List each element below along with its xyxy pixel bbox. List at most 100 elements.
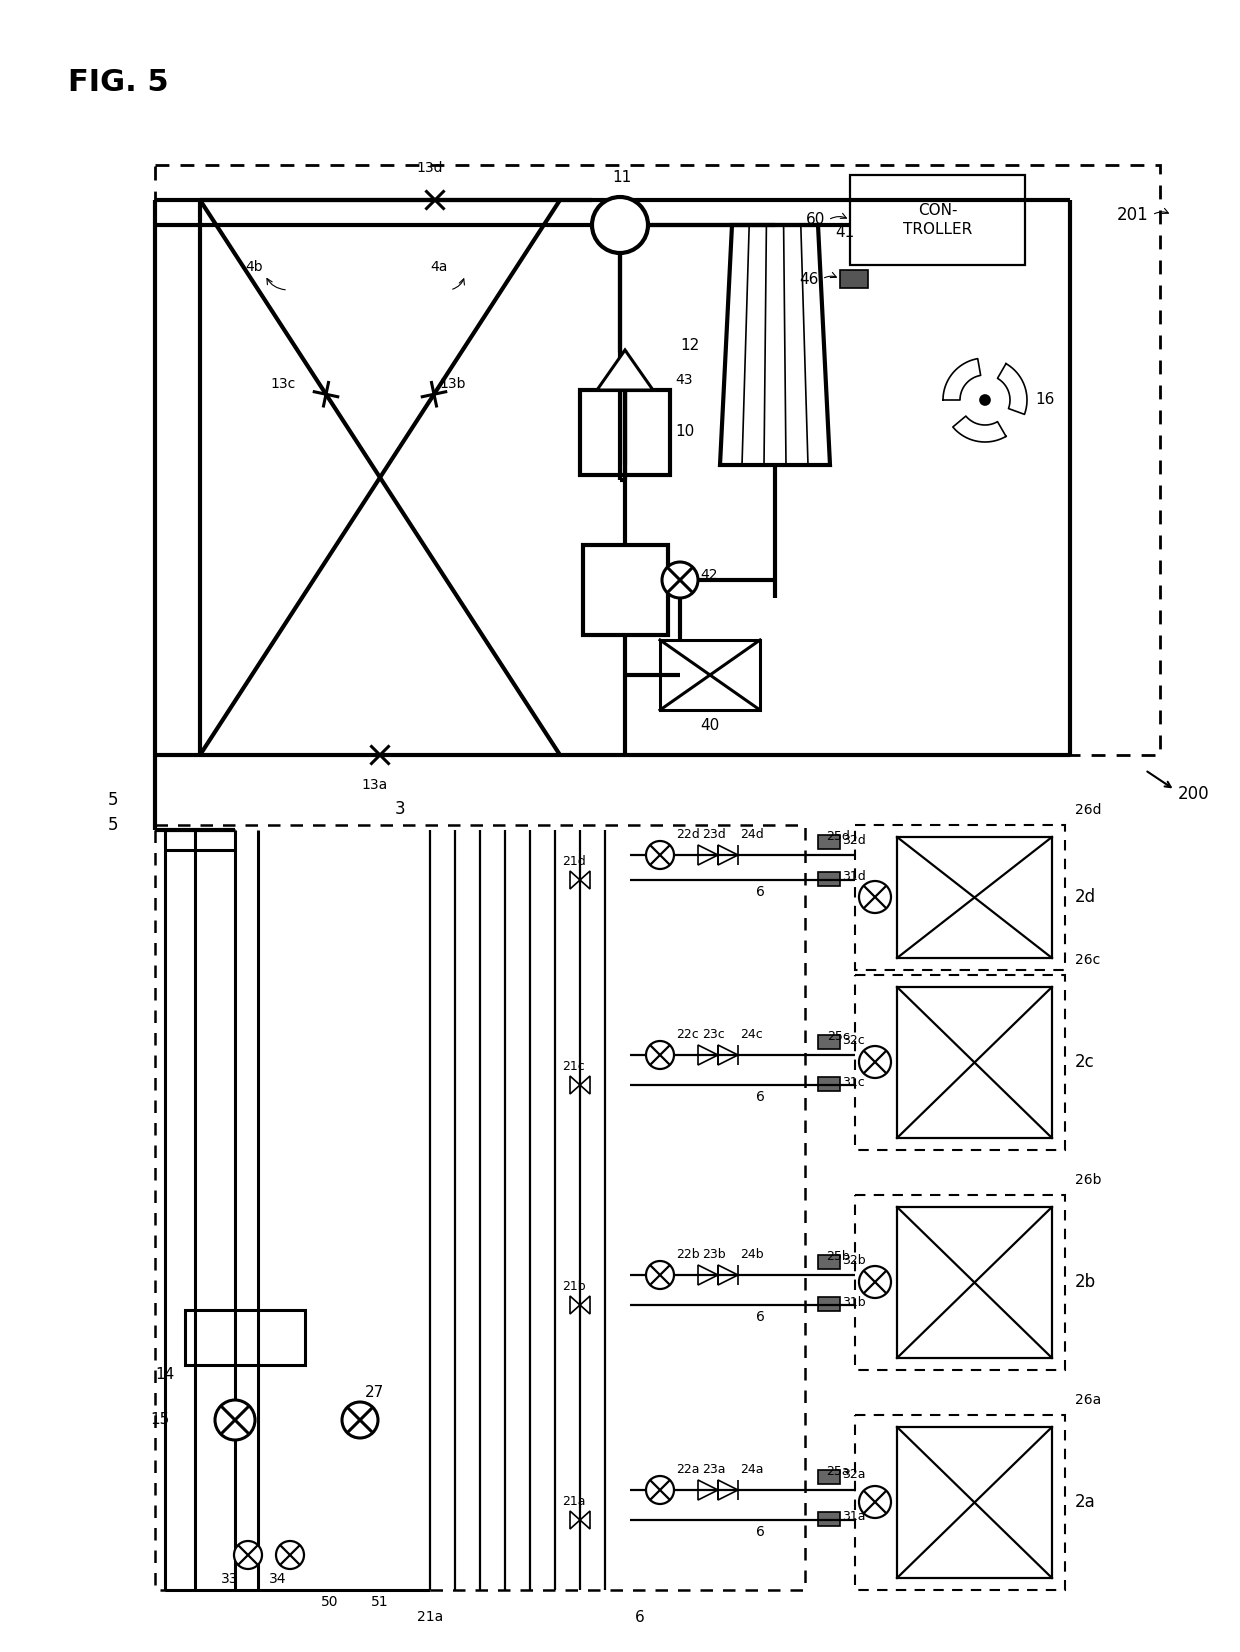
Text: 32d: 32d <box>842 834 866 846</box>
Text: 60: 60 <box>806 213 825 228</box>
Text: 22b: 22b <box>676 1247 699 1260</box>
Text: 3: 3 <box>396 800 405 818</box>
Text: 21d: 21d <box>562 856 585 867</box>
Polygon shape <box>596 350 653 390</box>
Text: 31d: 31d <box>842 871 866 884</box>
Bar <box>818 834 839 849</box>
Text: 21a: 21a <box>562 1495 585 1508</box>
Circle shape <box>342 1403 378 1437</box>
Text: 51: 51 <box>371 1594 389 1609</box>
Text: 200: 200 <box>1178 785 1210 803</box>
Text: 25b: 25b <box>826 1251 849 1264</box>
Circle shape <box>234 1541 262 1569</box>
Text: 2c: 2c <box>1075 1052 1095 1070</box>
Circle shape <box>859 1265 892 1298</box>
Bar <box>818 1512 839 1526</box>
Bar <box>580 390 670 476</box>
Text: 10: 10 <box>675 425 694 439</box>
Circle shape <box>646 841 675 869</box>
Text: 24b: 24b <box>740 1247 764 1260</box>
Circle shape <box>277 1541 304 1569</box>
Text: 41: 41 <box>835 225 854 240</box>
Text: CON-
TROLLER: CON- TROLLER <box>903 203 972 238</box>
Text: 22a: 22a <box>676 1464 699 1475</box>
Text: 4b: 4b <box>246 259 263 274</box>
Text: 22c: 22c <box>676 1028 699 1041</box>
Text: 31a: 31a <box>842 1510 866 1523</box>
Text: 31c: 31c <box>842 1075 864 1089</box>
Text: 22d: 22d <box>676 828 699 841</box>
Text: 23d: 23d <box>702 828 725 841</box>
Text: 13d: 13d <box>417 160 443 175</box>
Bar <box>856 1194 1065 1370</box>
Bar <box>818 1077 839 1090</box>
Text: 13b: 13b <box>439 377 465 392</box>
Circle shape <box>980 395 990 405</box>
Text: 21b: 21b <box>562 1280 585 1294</box>
Text: 15: 15 <box>151 1412 170 1427</box>
Text: 12: 12 <box>681 337 701 352</box>
Bar <box>897 986 1052 1138</box>
Bar <box>818 1036 839 1049</box>
Text: 6: 6 <box>635 1611 645 1626</box>
Text: 27: 27 <box>365 1384 384 1399</box>
Text: 32a: 32a <box>842 1469 866 1482</box>
Bar <box>155 824 805 1589</box>
Bar <box>818 872 839 885</box>
Text: 24a: 24a <box>740 1464 764 1475</box>
Text: 13a: 13a <box>362 778 388 791</box>
Bar <box>839 269 868 287</box>
Circle shape <box>646 1475 675 1503</box>
Text: 33: 33 <box>221 1573 239 1586</box>
Text: FIG. 5: FIG. 5 <box>68 68 169 97</box>
Text: 24d: 24d <box>740 828 764 841</box>
Text: 6: 6 <box>755 1090 764 1104</box>
Bar <box>897 838 1052 958</box>
Text: 34: 34 <box>269 1573 286 1586</box>
Bar <box>849 175 1025 264</box>
Text: 50: 50 <box>321 1594 339 1609</box>
Text: 23c: 23c <box>702 1028 724 1041</box>
Circle shape <box>859 1046 892 1079</box>
Text: 25d: 25d <box>826 829 849 843</box>
Text: 23a: 23a <box>702 1464 725 1475</box>
Bar <box>185 1310 305 1365</box>
Text: 5: 5 <box>108 791 118 809</box>
Text: 26d: 26d <box>1075 803 1101 818</box>
Text: 32b: 32b <box>842 1254 866 1267</box>
Bar <box>818 1297 839 1312</box>
Text: 26b: 26b <box>1075 1173 1101 1188</box>
Text: 25c: 25c <box>827 1029 849 1042</box>
Text: 31b: 31b <box>842 1295 866 1308</box>
Text: 5: 5 <box>108 816 118 834</box>
Circle shape <box>859 1487 892 1518</box>
Circle shape <box>859 881 892 914</box>
Text: 6: 6 <box>755 1525 764 1540</box>
Bar <box>856 824 1065 970</box>
Circle shape <box>215 1399 255 1441</box>
Bar <box>897 1427 1052 1578</box>
Circle shape <box>646 1260 675 1289</box>
Text: 24c: 24c <box>740 1028 763 1041</box>
Text: 11: 11 <box>613 170 631 185</box>
Text: 46: 46 <box>800 271 818 286</box>
Bar <box>155 165 1159 755</box>
Text: 14: 14 <box>156 1366 175 1383</box>
Bar <box>856 1416 1065 1589</box>
Text: 43: 43 <box>675 373 692 387</box>
Text: 6: 6 <box>755 885 764 899</box>
Circle shape <box>662 562 698 598</box>
Bar <box>583 545 668 634</box>
Text: 2a: 2a <box>1075 1493 1096 1512</box>
Bar <box>660 639 760 710</box>
Bar <box>897 1208 1052 1358</box>
Text: 40: 40 <box>701 719 719 733</box>
Text: 21c: 21c <box>562 1061 585 1074</box>
Text: 19: 19 <box>673 583 692 598</box>
Text: 26c: 26c <box>1075 953 1100 966</box>
Bar <box>615 375 635 388</box>
Text: 201: 201 <box>1117 206 1149 225</box>
Text: 2b: 2b <box>1075 1274 1096 1290</box>
Text: 26a: 26a <box>1075 1393 1101 1408</box>
Text: 16: 16 <box>1035 393 1054 408</box>
